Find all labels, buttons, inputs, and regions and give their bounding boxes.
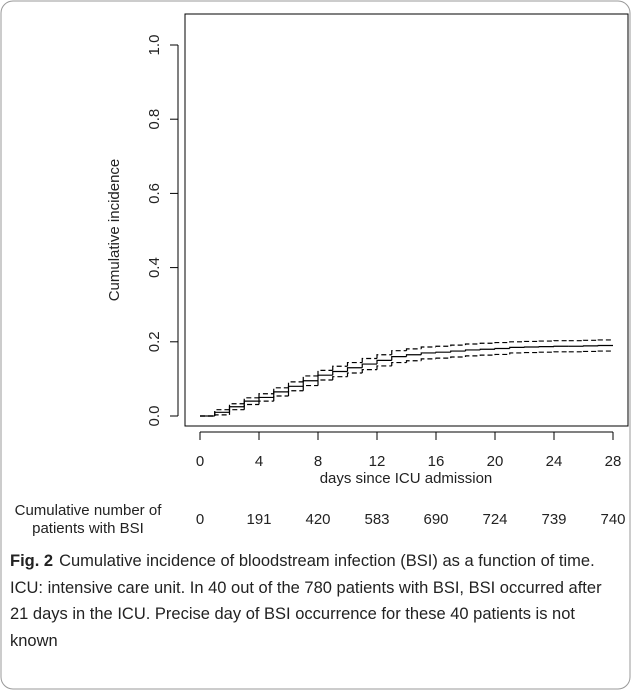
step-segment (420, 352, 436, 355)
step-segment (405, 348, 422, 351)
caption-text: Cumulative incidence of bloodstream infe… (10, 552, 602, 650)
step-segment (243, 403, 259, 410)
step-segment (361, 357, 377, 363)
x-tick-label: 16 (428, 453, 445, 470)
step-segment (494, 353, 510, 356)
step-segment (391, 350, 407, 355)
risk-value: 583 (364, 511, 389, 528)
step-segment (273, 395, 289, 402)
step-segment (464, 355, 481, 358)
step-segment (346, 372, 363, 377)
step-segment (332, 365, 348, 371)
x-tick-label: 8 (314, 453, 322, 470)
step-segment (273, 387, 289, 394)
step-segment (494, 347, 510, 350)
step-segment (420, 358, 436, 361)
y-tick-label: 0.8 (146, 109, 163, 130)
step-segment (435, 345, 451, 347)
step-segment (258, 393, 274, 398)
risk-value: 690 (423, 511, 448, 528)
step-segment (214, 414, 230, 416)
step-segment (435, 357, 451, 359)
step-segment (317, 369, 333, 376)
step-segment (479, 354, 495, 356)
y-axis-label: Cumulative incidence (106, 159, 123, 302)
step-segment (479, 342, 495, 345)
x-tick-label: 4 (255, 453, 263, 470)
step-segment (509, 352, 525, 355)
step-segment (214, 409, 230, 416)
step-segment (450, 350, 466, 353)
step-segment (346, 361, 363, 367)
step-segment (509, 341, 525, 343)
step-segment (273, 391, 289, 398)
risk-value: 724 (482, 511, 507, 528)
step-segment (464, 349, 481, 352)
risk-value: 0 (196, 511, 204, 528)
step-segment (435, 351, 451, 353)
step-segment (258, 400, 274, 405)
step-segment (287, 390, 304, 396)
step-segment (479, 348, 495, 350)
step-segment (450, 356, 466, 359)
step-segment (361, 363, 377, 368)
step-segment (420, 346, 436, 349)
risk-label: Cumulative number of (15, 502, 163, 519)
x-tick-label: 20 (487, 453, 504, 470)
step-segment (464, 343, 481, 346)
y-tick-label: 0.4 (146, 257, 163, 278)
y-tick-label: 0.0 (146, 406, 163, 427)
step-segment (228, 403, 245, 410)
step-segment (317, 379, 333, 386)
step-segment (494, 341, 510, 344)
step-segment (346, 367, 363, 372)
caption: Fig. 2 Cumulative incidence of bloodstrea… (10, 548, 618, 654)
risk-value: 739 (541, 511, 566, 528)
step-segment (509, 346, 525, 349)
x-axis-label: days since ICU admission (320, 470, 493, 487)
risk-value: 191 (246, 511, 271, 528)
risk-value: 420 (305, 511, 330, 528)
y-tick-label: 0.2 (146, 331, 163, 352)
step-segment (332, 376, 348, 381)
risk-value: 740 (600, 511, 625, 528)
step-segment (287, 381, 304, 388)
step-segment (302, 384, 318, 391)
step-segment (376, 359, 392, 365)
step-segment (405, 360, 422, 363)
x-tick-label: 12 (369, 453, 386, 470)
y-tick-label: 1.0 (146, 35, 163, 56)
step-segment (228, 409, 245, 415)
y-tick-label: 0.6 (146, 183, 163, 204)
step-segment (361, 369, 377, 373)
step-segment (450, 344, 466, 347)
step-segment (376, 354, 392, 359)
risk-label: patients with BSI (32, 520, 144, 537)
x-tick-label: 28 (605, 453, 622, 470)
step-segment (243, 397, 259, 404)
step-segment (376, 365, 392, 370)
plot-box (184, 13, 629, 427)
x-tick-label: 0 (196, 453, 204, 470)
step-segment (391, 356, 407, 361)
caption-label: Fig. 2 (10, 552, 54, 570)
step-segment (391, 361, 407, 366)
x-tick-label: 24 (546, 453, 563, 470)
step-segment (302, 375, 318, 382)
step-segment (332, 370, 348, 376)
step-segment (405, 354, 422, 357)
